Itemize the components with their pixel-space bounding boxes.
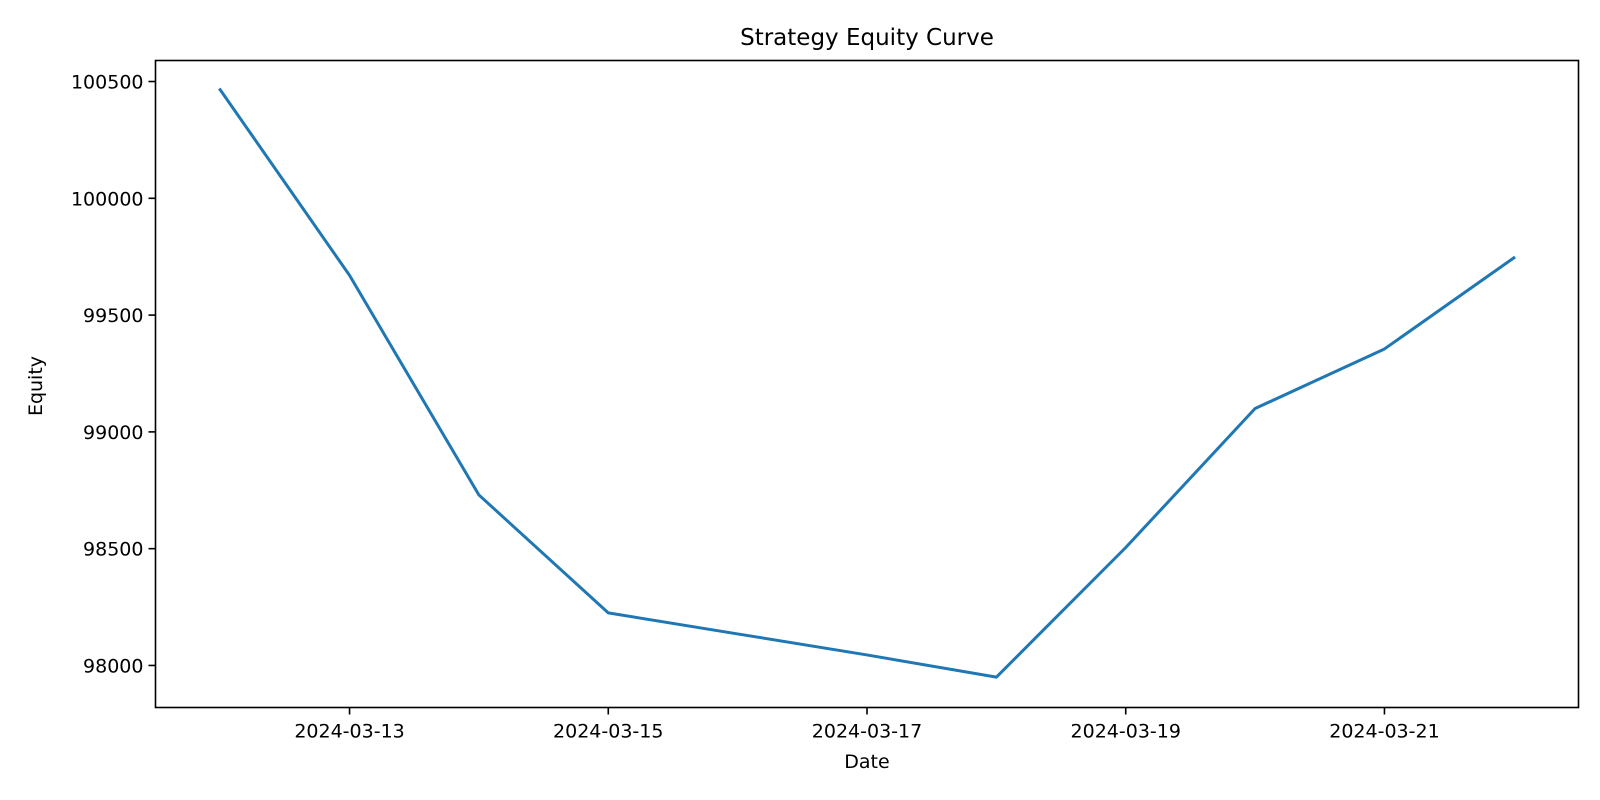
- y-axis-label: Equity: [25, 356, 47, 416]
- y-tick-label: 98500: [83, 539, 143, 561]
- plot-frame: [154, 59, 1580, 709]
- y-tick-label: 98000: [83, 655, 143, 677]
- x-tick-label: 2024-03-21: [1329, 721, 1439, 743]
- x-tick-label: 2024-03-15: [553, 721, 663, 743]
- equity-series-line: [218, 87, 1516, 679]
- plot-area: 98000 98500 99000 99500 100000 100500 2024-03-…: [71, 72, 1516, 743]
- y-tick-label: 99000: [83, 422, 143, 444]
- x-tick-label: 2024-03-17: [812, 721, 922, 743]
- y-tick-label: 99500: [83, 305, 143, 327]
- y-tick-label: 100500: [71, 72, 144, 94]
- y-tick-label: 100000: [71, 188, 144, 210]
- x-axis-label: Date: [844, 751, 889, 773]
- chart-title: Strategy Equity Curve: [740, 25, 994, 51]
- x-tick-label: 2024-03-19: [1071, 721, 1181, 743]
- x-tick-label: 2024-03-13: [294, 721, 404, 743]
